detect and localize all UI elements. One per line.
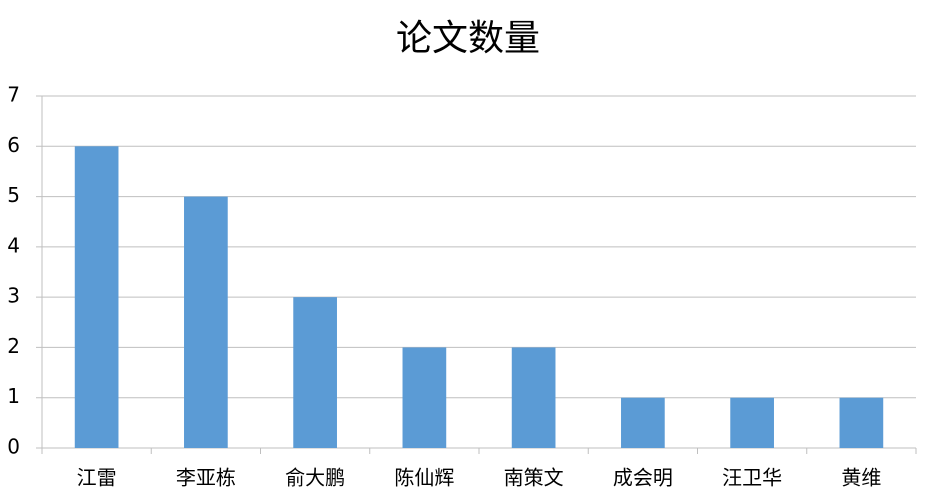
y-tick-label: 6 — [7, 133, 20, 157]
y-tick-label: 5 — [7, 183, 20, 207]
x-tick-label: 南策文 — [504, 466, 564, 490]
chart-title: 论文数量 — [396, 18, 540, 59]
bar — [511, 347, 556, 448]
bar — [621, 397, 665, 448]
x-tick-label: 汪卫华 — [722, 466, 782, 490]
x-tick-label: 俞大鹏 — [285, 466, 345, 490]
bar — [839, 397, 884, 448]
y-tick-label: 3 — [7, 284, 20, 308]
bar — [730, 397, 774, 448]
bar — [293, 297, 337, 448]
bar — [402, 347, 447, 448]
y-tick-label: 2 — [7, 334, 20, 358]
bar — [184, 196, 228, 448]
x-tick-label: 成会明 — [613, 466, 673, 490]
x-tick-label: 陈仙辉 — [394, 466, 454, 490]
x-tick-label: 黄维 — [841, 466, 881, 490]
y-tick-label: 1 — [7, 384, 20, 408]
x-tick-label: 江雷 — [77, 466, 117, 490]
bar — [74, 146, 119, 449]
y-tick-label: 4 — [7, 233, 20, 257]
y-tick-label: 7 — [7, 83, 20, 107]
x-tick-label: 李亚栋 — [176, 466, 236, 490]
y-tick-label: 0 — [7, 435, 20, 459]
